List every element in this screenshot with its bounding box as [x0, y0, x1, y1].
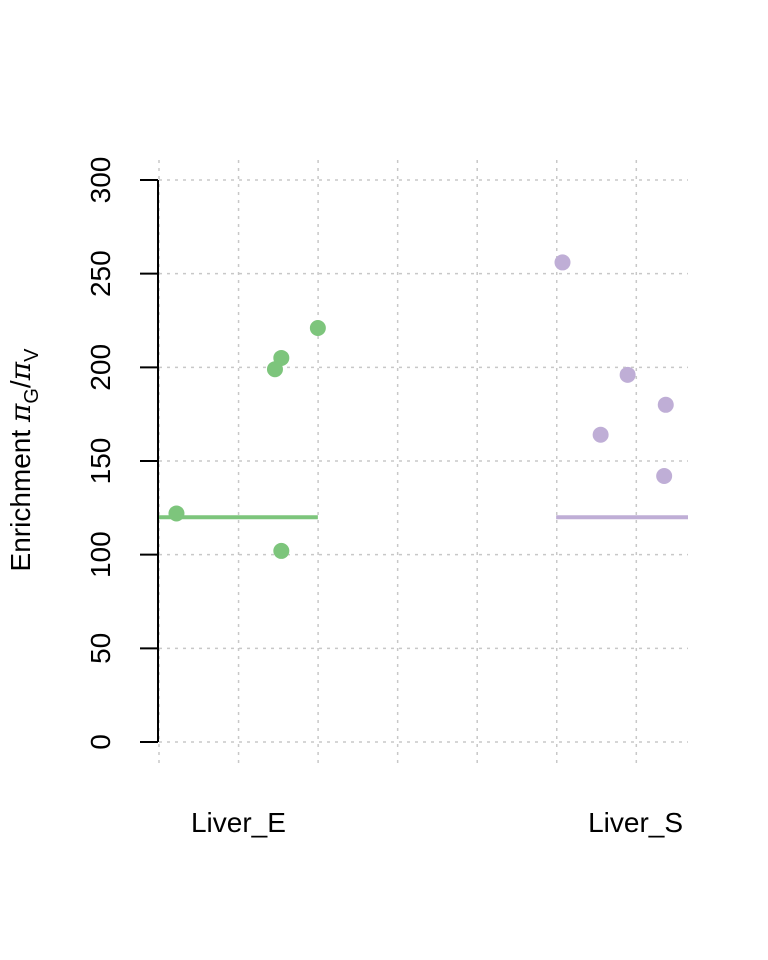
y-axis-label: Enrichment πG/πV	[4, 348, 43, 572]
category-label: Liver_S	[588, 807, 683, 838]
data-point	[656, 467, 673, 484]
y-tick-label: 250	[85, 250, 116, 297]
data-point	[657, 396, 674, 413]
data-point	[273, 349, 290, 366]
data-point	[273, 542, 290, 559]
data-point	[592, 426, 609, 443]
category-label: Liver_E	[191, 807, 286, 838]
y-tick-label: 50	[85, 633, 116, 664]
data-point	[554, 254, 571, 271]
y-tick-label: 300	[85, 157, 116, 204]
data-points	[168, 254, 674, 559]
y-tick-label: 150	[85, 438, 116, 485]
category-labels: Liver_E Liver_S	[191, 807, 683, 838]
y-tick-label: 100	[85, 531, 116, 578]
data-point	[168, 505, 185, 522]
y-axis-ticks: 0 50 100 150 200 250 300	[85, 157, 158, 750]
y-tick-label: 0	[85, 734, 116, 750]
data-point	[309, 319, 326, 336]
y-tick-label: 200	[85, 344, 116, 391]
grid-lines	[158, 160, 688, 765]
data-point	[619, 366, 636, 383]
